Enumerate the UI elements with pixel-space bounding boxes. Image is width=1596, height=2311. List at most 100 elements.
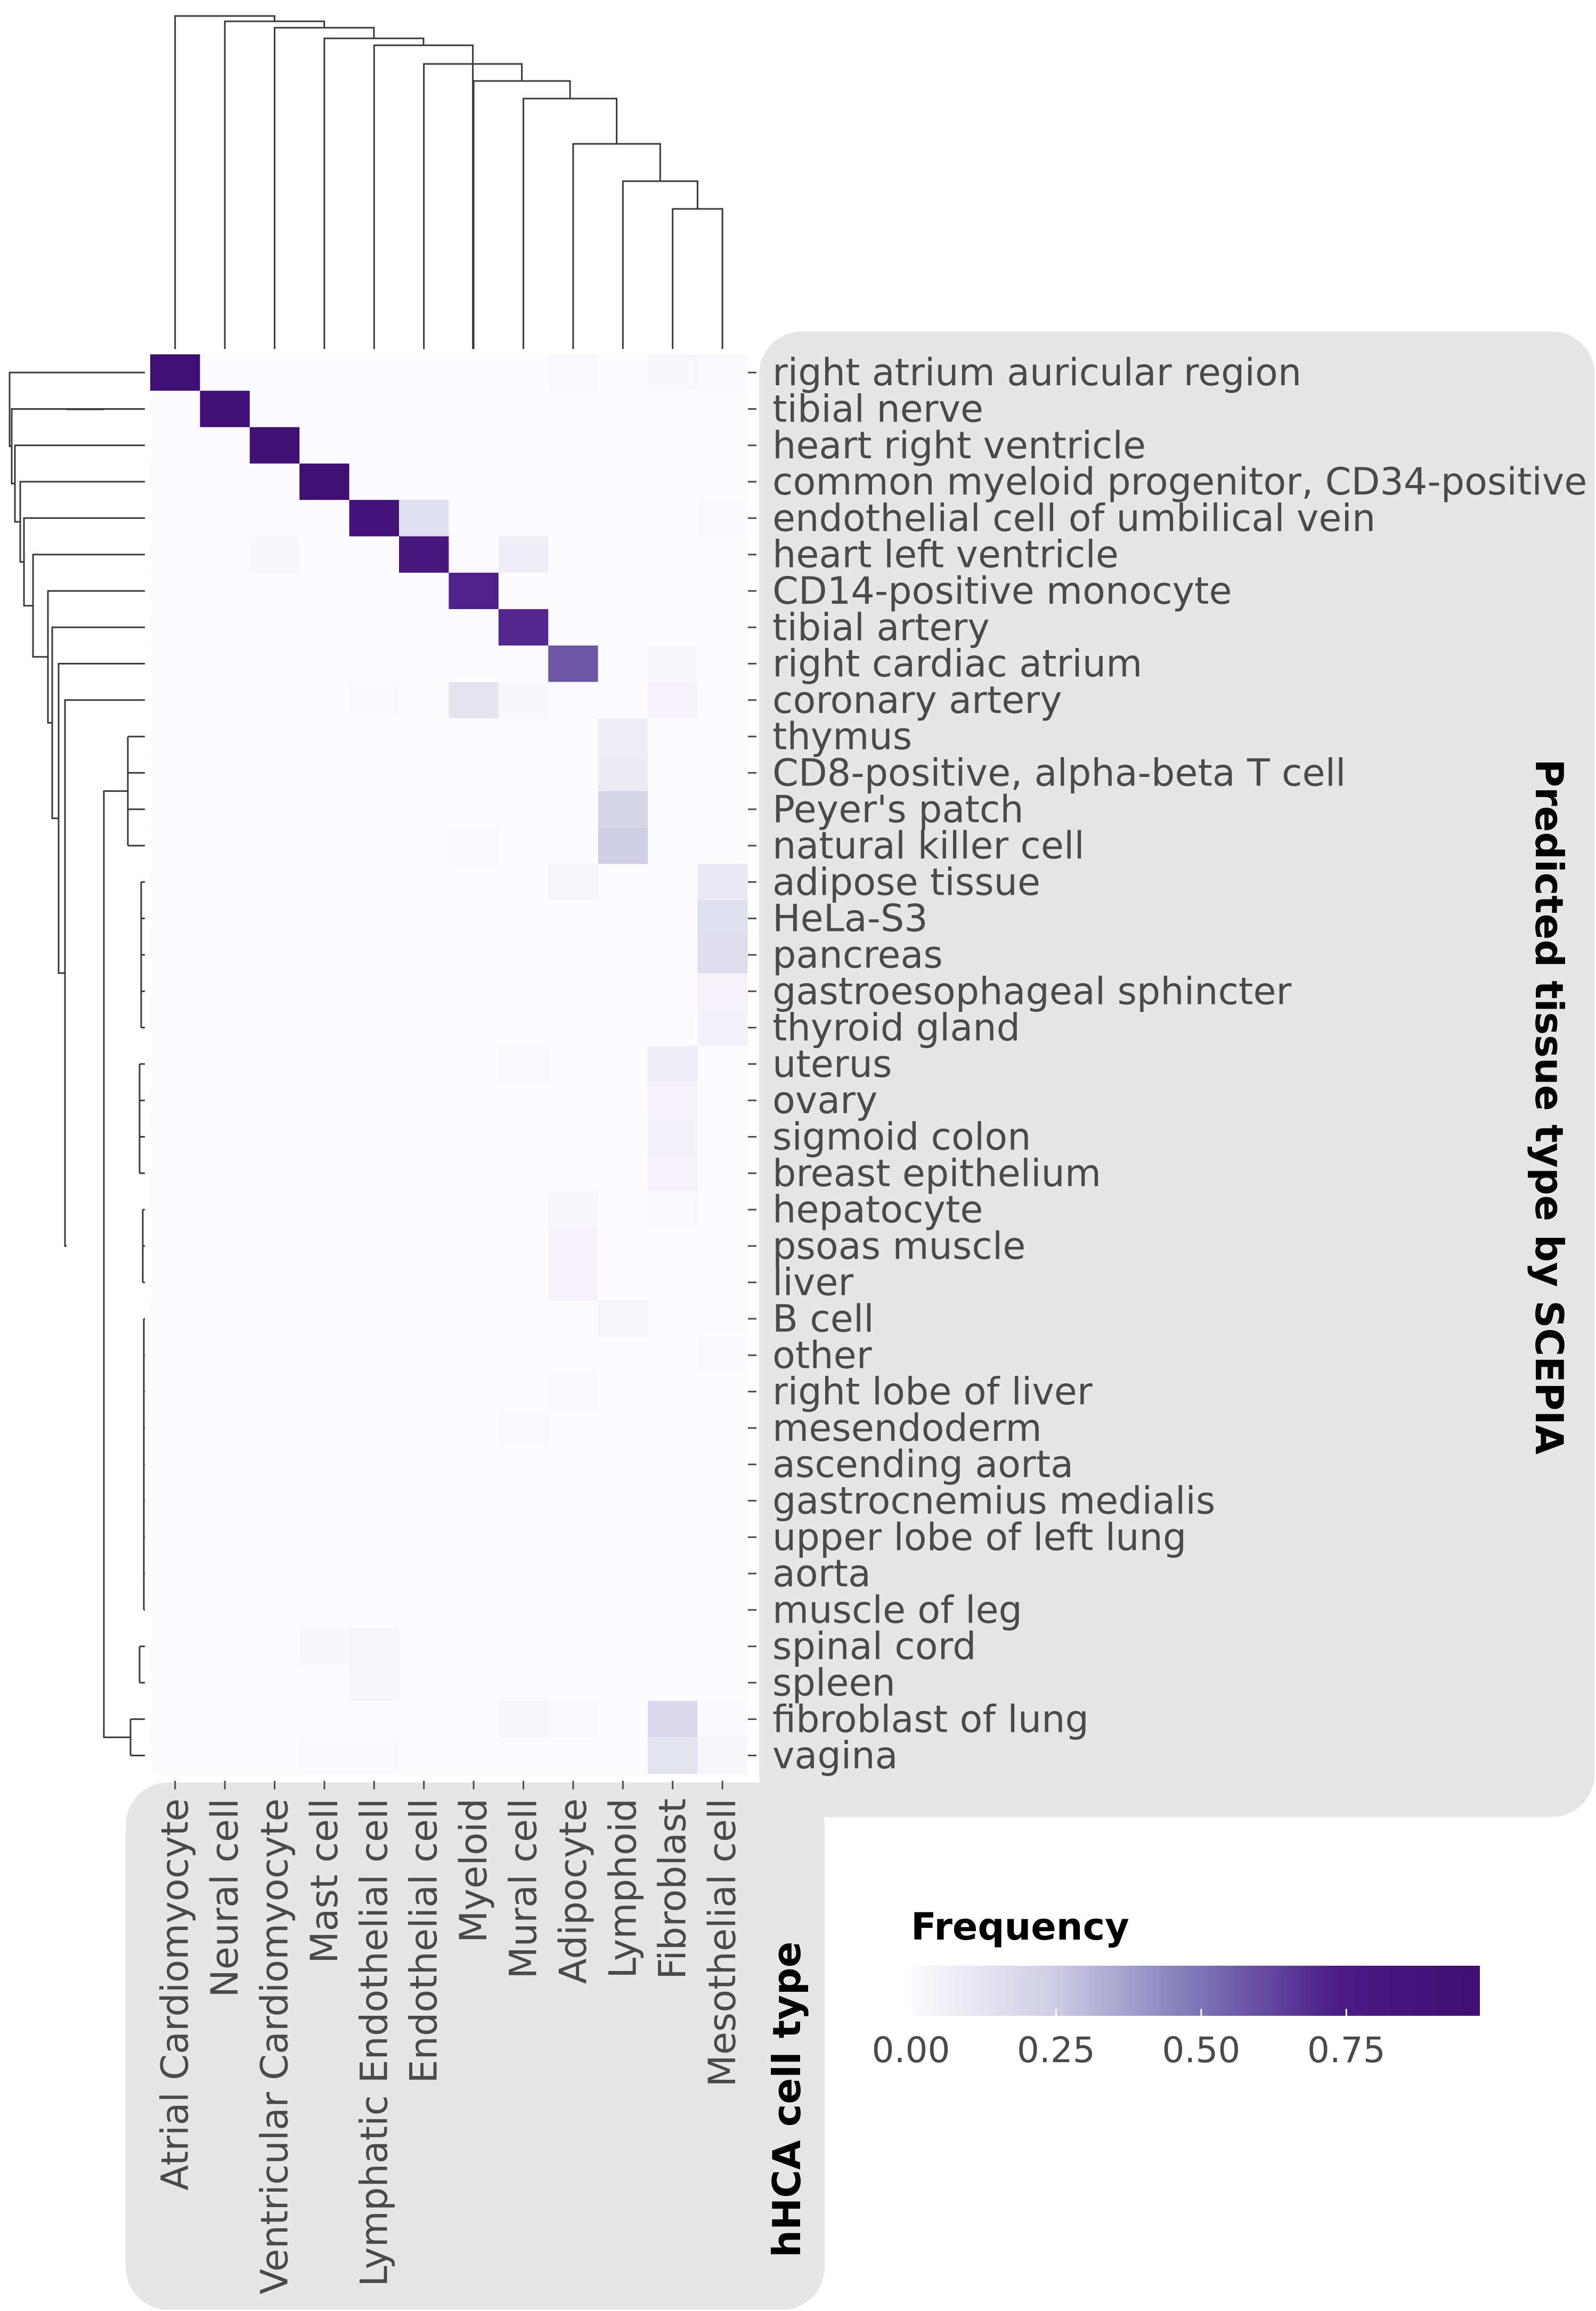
cell-right-cardiac-atrium-endothelial-cell bbox=[399, 645, 450, 683]
cell-heart-right-ventricle-mural-cell bbox=[498, 427, 549, 464]
cell-cd8-positive-alpha-beta-t-cell-atrial-cardiomyocyte bbox=[150, 755, 201, 792]
cell-other-mesothelial-cell bbox=[697, 1337, 748, 1374]
cell-breast-epithelium-lymphoid bbox=[598, 1155, 648, 1192]
cell-aorta-lymphoid bbox=[598, 1555, 648, 1592]
cell-psoas-muscle-mural-cell bbox=[498, 1228, 549, 1265]
cell-vagina-lymphoid bbox=[598, 1737, 648, 1774]
cell-hepatocyte-myeloid bbox=[449, 1191, 499, 1228]
row-label-thyroid-gland: thyroid gland bbox=[772, 1006, 1020, 1050]
cell-heart-right-ventricle-lymphatic-endothelial-cell bbox=[349, 427, 400, 464]
cell-natural-killer-cell-neural-cell bbox=[200, 827, 250, 864]
cell-aorta-ventricular-cardiomyocyte bbox=[249, 1555, 300, 1592]
cell-tibial-artery-lymphatic-endothelial-cell bbox=[349, 609, 400, 646]
cell-hepatocyte-mast-cell bbox=[299, 1191, 350, 1228]
row-label-cd8-positive-alpha-beta-t-cell: CD8-positive, alpha-beta T cell bbox=[772, 751, 1346, 794]
cell-uterus-mast-cell bbox=[299, 1045, 350, 1083]
cell-vagina-neural-cell bbox=[200, 1737, 250, 1774]
row-label-psoas-muscle: psoas muscle bbox=[772, 1224, 1025, 1268]
cell-natural-killer-cell-fibroblast bbox=[648, 827, 698, 864]
row-label-heart-left-ventricle: heart left ventricle bbox=[772, 533, 1119, 577]
cell-heart-left-ventricle-mesothelial-cell bbox=[697, 536, 748, 573]
cell-thymus-mesothelial-cell bbox=[697, 718, 748, 756]
cell-natural-killer-cell-lymphoid bbox=[598, 827, 648, 864]
cell-endothelial-cell-of-umbilical-vein-neural-cell bbox=[200, 500, 250, 537]
cell-ovary-lymphatic-endothelial-cell bbox=[349, 1082, 400, 1120]
cell-psoas-muscle-ventricular-cardiomyocyte bbox=[249, 1228, 300, 1265]
cell-spinal-cord-myeloid bbox=[449, 1628, 499, 1665]
cell-upper-lobe-of-left-lung-endothelial-cell bbox=[399, 1519, 450, 1556]
cell-coronary-artery-lymphatic-endothelial-cell bbox=[349, 682, 400, 719]
cell-fibroblast-of-lung-adipocyte bbox=[548, 1701, 599, 1738]
cell-cd14-positive-monocyte-endothelial-cell bbox=[399, 572, 450, 610]
column-dendrogram-link bbox=[622, 180, 698, 349]
cell-right-atrium-auricular-region-endothelial-cell bbox=[399, 354, 450, 392]
cell-aorta-atrial-cardiomyocyte bbox=[150, 1555, 201, 1592]
cell-coronary-artery-mast-cell bbox=[299, 682, 350, 719]
cell-muscle-of-leg-endothelial-cell bbox=[399, 1592, 450, 1629]
column-dendrogram bbox=[174, 15, 723, 349]
cell-hela-s3-lymphoid bbox=[598, 900, 648, 937]
cell-uterus-myeloid bbox=[449, 1045, 499, 1083]
cell-right-lobe-of-liver-fibroblast bbox=[648, 1373, 698, 1410]
cell-mesendoderm-mast-cell bbox=[299, 1409, 350, 1447]
cell-mesendoderm-lymphoid bbox=[598, 1409, 648, 1447]
cell-coronary-artery-fibroblast bbox=[648, 682, 698, 719]
cell-cd14-positive-monocyte-ventricular-cardiomyocyte bbox=[249, 572, 300, 610]
cell-right-cardiac-atrium-adipocyte bbox=[548, 645, 599, 683]
cell-heart-left-ventricle-fibroblast bbox=[648, 536, 698, 573]
cell-spleen-mural-cell bbox=[498, 1664, 549, 1701]
cell-spleen-myeloid bbox=[449, 1664, 499, 1701]
cell-ascending-aorta-atrial-cardiomyocyte bbox=[150, 1446, 201, 1483]
cell-breast-epithelium-endothelial-cell bbox=[399, 1155, 450, 1192]
cell-gastrocnemius-medialis-adipocyte bbox=[548, 1482, 599, 1520]
cell-common-myeloid-progenitor-cd34-positive-neural-cell bbox=[200, 463, 250, 500]
cell-hepatocyte-lymphoid bbox=[598, 1191, 648, 1228]
cell-breast-epithelium-atrial-cardiomyocyte bbox=[150, 1155, 201, 1192]
cell-cd8-positive-alpha-beta-t-cell-myeloid bbox=[449, 755, 499, 792]
row-label-vagina: vagina bbox=[772, 1734, 898, 1778]
colorbar-gradient bbox=[911, 1966, 1480, 2016]
cell-muscle-of-leg-neural-cell bbox=[200, 1592, 250, 1629]
cell-gastrocnemius-medialis-ventricular-cardiomyocyte bbox=[249, 1482, 300, 1520]
cell-thymus-mural-cell bbox=[498, 718, 549, 756]
cell-thymus-mast-cell bbox=[299, 718, 350, 756]
cell-cd8-positive-alpha-beta-t-cell-fibroblast bbox=[648, 755, 698, 792]
cell-other-mural-cell bbox=[498, 1337, 549, 1374]
cell-peyer-s-patch-ventricular-cardiomyocyte bbox=[249, 791, 300, 828]
colorbar-tick-label: 0.50 bbox=[1162, 2030, 1240, 2071]
cell-muscle-of-leg-myeloid bbox=[449, 1592, 499, 1629]
cell-adipose-tissue-ventricular-cardiomyocyte bbox=[249, 864, 300, 901]
cell-right-lobe-of-liver-lymphoid bbox=[598, 1373, 648, 1410]
x-axis-label-panel bbox=[126, 1782, 825, 2310]
cell-ascending-aorta-mesothelial-cell bbox=[697, 1446, 748, 1483]
cell-thymus-lymphoid bbox=[598, 718, 648, 756]
cell-cd8-positive-alpha-beta-t-cell-endothelial-cell bbox=[399, 755, 450, 792]
cell-gastrocnemius-medialis-atrial-cardiomyocyte bbox=[150, 1482, 201, 1520]
cell-spinal-cord-lymphatic-endothelial-cell bbox=[349, 1628, 400, 1665]
cell-tibial-artery-ventricular-cardiomyocyte bbox=[249, 609, 300, 646]
cell-mesendoderm-fibroblast bbox=[648, 1409, 698, 1447]
cell-cd14-positive-monocyte-mast-cell bbox=[299, 572, 350, 610]
cell-right-lobe-of-liver-endothelial-cell bbox=[399, 1373, 450, 1410]
cell-uterus-ventricular-cardiomyocyte bbox=[249, 1045, 300, 1083]
cell-ascending-aorta-neural-cell bbox=[200, 1446, 250, 1483]
cell-spinal-cord-adipocyte bbox=[548, 1628, 599, 1665]
cell-psoas-muscle-lymphatic-endothelial-cell bbox=[349, 1228, 400, 1265]
cell-gastroesophageal-sphincter-ventricular-cardiomyocyte bbox=[249, 973, 300, 1010]
cell-b-cell-atrial-cardiomyocyte bbox=[150, 1300, 201, 1337]
cell-uterus-neural-cell bbox=[200, 1045, 250, 1083]
cell-right-cardiac-atrium-myeloid bbox=[449, 645, 499, 683]
row-label-tibial-artery: tibial artery bbox=[772, 605, 990, 649]
cell-tibial-artery-atrial-cardiomyocyte bbox=[150, 609, 201, 646]
cell-other-adipocyte bbox=[548, 1337, 599, 1374]
cell-muscle-of-leg-ventricular-cardiomyocyte bbox=[249, 1592, 300, 1629]
cell-adipose-tissue-fibroblast bbox=[648, 864, 698, 901]
cell-ovary-mast-cell bbox=[299, 1082, 350, 1120]
cell-ovary-ventricular-cardiomyocyte bbox=[249, 1082, 300, 1120]
cell-right-atrium-auricular-region-atrial-cardiomyocyte bbox=[150, 354, 201, 392]
cell-tibial-artery-lymphoid bbox=[598, 609, 648, 646]
cell-thymus-lymphatic-endothelial-cell bbox=[349, 718, 400, 756]
cell-breast-epithelium-lymphatic-endothelial-cell bbox=[349, 1155, 400, 1192]
cell-psoas-muscle-myeloid bbox=[449, 1228, 499, 1265]
row-dendrogram-link bbox=[51, 626, 145, 820]
